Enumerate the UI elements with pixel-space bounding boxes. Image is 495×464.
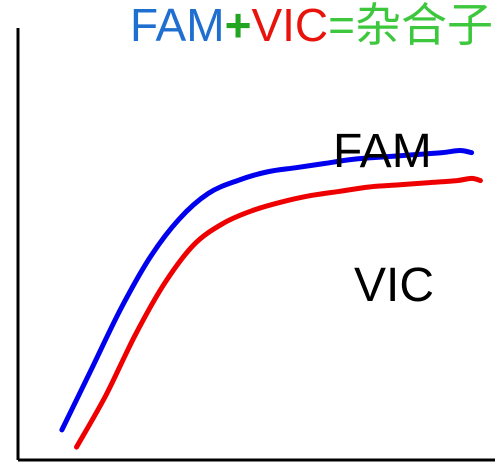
- series-label-vic: VIC: [354, 259, 435, 312]
- series-line-vic: [74, 175, 483, 450]
- chart-title: FAM+VIC=杂合子: [130, 2, 493, 48]
- title-fam: FAM: [130, 0, 225, 51]
- series-label-fam: FAM: [333, 125, 432, 178]
- series-layer: [59, 148, 483, 450]
- series-line-fam: [59, 148, 475, 433]
- title-plus: +: [224, 0, 252, 51]
- title-result: =杂合子: [328, 0, 493, 51]
- title-vic: VIC: [251, 0, 329, 51]
